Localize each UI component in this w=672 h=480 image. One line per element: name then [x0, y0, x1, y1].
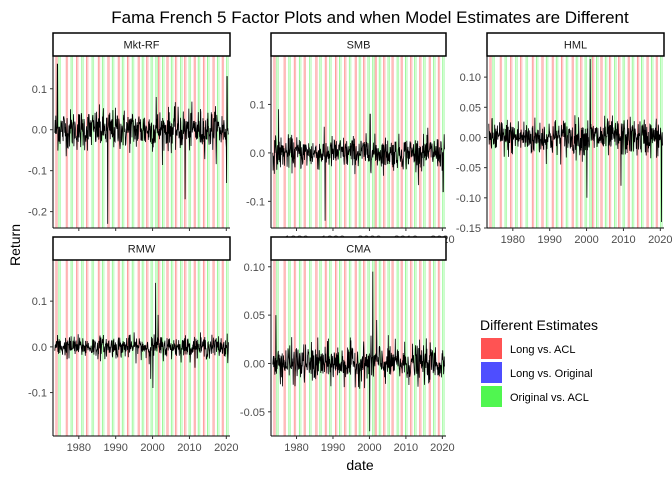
return-series-line [54, 63, 229, 224]
legend-label: Long vs. ACL [510, 344, 575, 356]
x-tick-label: 2000 [357, 442, 381, 454]
y-axis-title: Return [7, 224, 23, 266]
panel-cma: -0.05 0.00 0.05 0.10 1980 1990 2000 2010 2020 CMA [240, 236, 455, 454]
x-tick-label: 2000 [574, 234, 598, 246]
y-tick-label: 0.00 [460, 132, 481, 144]
x-axis-title: date [346, 457, 373, 473]
return-series-line [272, 109, 445, 221]
y-tick-label: 0.10 [460, 72, 481, 84]
x-tick-label: 2010 [394, 442, 418, 454]
facet-strip-label: SMB [347, 40, 371, 52]
facet-strip [52, 32, 231, 57]
y-tick-label: 0.1 [32, 296, 47, 308]
legend-key [481, 362, 502, 383]
facet-strip [270, 32, 447, 57]
legend-key [481, 386, 502, 407]
y-tick-label: -0.05 [240, 407, 265, 419]
panel-mkt-rf: -0.2 -0.1 0.0 0.1 Mkt-RF [28, 32, 231, 231]
y-tick-label: 0.1 [32, 84, 47, 96]
x-tick-label: 2010 [611, 234, 635, 246]
x-tick-label: 1980 [284, 442, 308, 454]
y-tick-label: 0.0 [32, 342, 47, 354]
return-series-line [272, 271, 445, 432]
panel-rmw: -0.1 0.0 0.1 1980 1990 2000 2010 2020 RMW [28, 236, 239, 454]
x-tick-label: 1990 [321, 442, 345, 454]
highlight-lines [273, 260, 445, 436]
x-tick-label: 1990 [537, 234, 561, 246]
y-tick-label: -0.10 [456, 193, 481, 205]
facet-strip [270, 236, 447, 261]
return-series-line [54, 282, 229, 389]
y-tick-label: 0.00 [244, 358, 265, 370]
y-tick-label: 0.1 [250, 99, 265, 111]
x-tick-label: 2020 [214, 442, 238, 454]
y-tick-label: -0.2 [28, 207, 47, 219]
legend-label: Original vs. ACL [510, 392, 589, 404]
facet-strip [486, 32, 665, 57]
facet-strip-label: Mkt-RF [123, 40, 159, 52]
y-tick-label: -0.15 [456, 223, 481, 235]
y-tick-label: -0.1 [28, 166, 47, 178]
legend-keys: Long vs. ACL Long vs. Original Original vs… [481, 338, 593, 407]
y-tick-label: 0.0 [32, 125, 47, 137]
panel-hml: -0.15 -0.10 -0.05 0.00 0.05 0.10 1980 1990 2000 2… [456, 32, 672, 246]
x-tick-label: 2020 [430, 442, 454, 454]
facet-strip-label: RMW [128, 244, 156, 256]
y-tick-label: 0.10 [244, 262, 265, 274]
x-tick-label: 2010 [177, 442, 201, 454]
y-tick-label: 0.05 [460, 102, 481, 114]
return-series-line [488, 58, 663, 223]
panels: -0.2 -0.1 0.0 0.1 Mkt-RF -0.1 0.0 0.1 1980 1990 20… [28, 32, 672, 454]
legend-key [481, 338, 502, 359]
chart-title: Fama French 5 Factor Plots and when Mode… [111, 8, 629, 27]
x-tick-label: 2020 [648, 234, 672, 246]
facet-strip-label: HML [564, 40, 587, 52]
highlight-lines [55, 56, 229, 228]
facet-strip [52, 236, 231, 261]
legend-label: Long vs. Original [510, 368, 593, 380]
panel-smb: -0.10.00.119801990200020102020SMB [246, 32, 455, 246]
x-tick-label: 2000 [140, 442, 164, 454]
y-tick-label: -0.1 [28, 388, 47, 400]
y-tick-label: 0.0 [250, 148, 265, 160]
facet-strip-label: CMA [346, 244, 371, 256]
x-tick-label: 1990 [103, 442, 127, 454]
y-tick-label: 0.05 [244, 310, 265, 322]
x-tick-label: 1980 [501, 234, 525, 246]
x-tick-label: 1980 [67, 442, 91, 454]
legend-title: Different Estimates [480, 317, 598, 333]
y-tick-label: -0.05 [456, 163, 481, 175]
y-tick-label: -0.1 [246, 196, 265, 208]
